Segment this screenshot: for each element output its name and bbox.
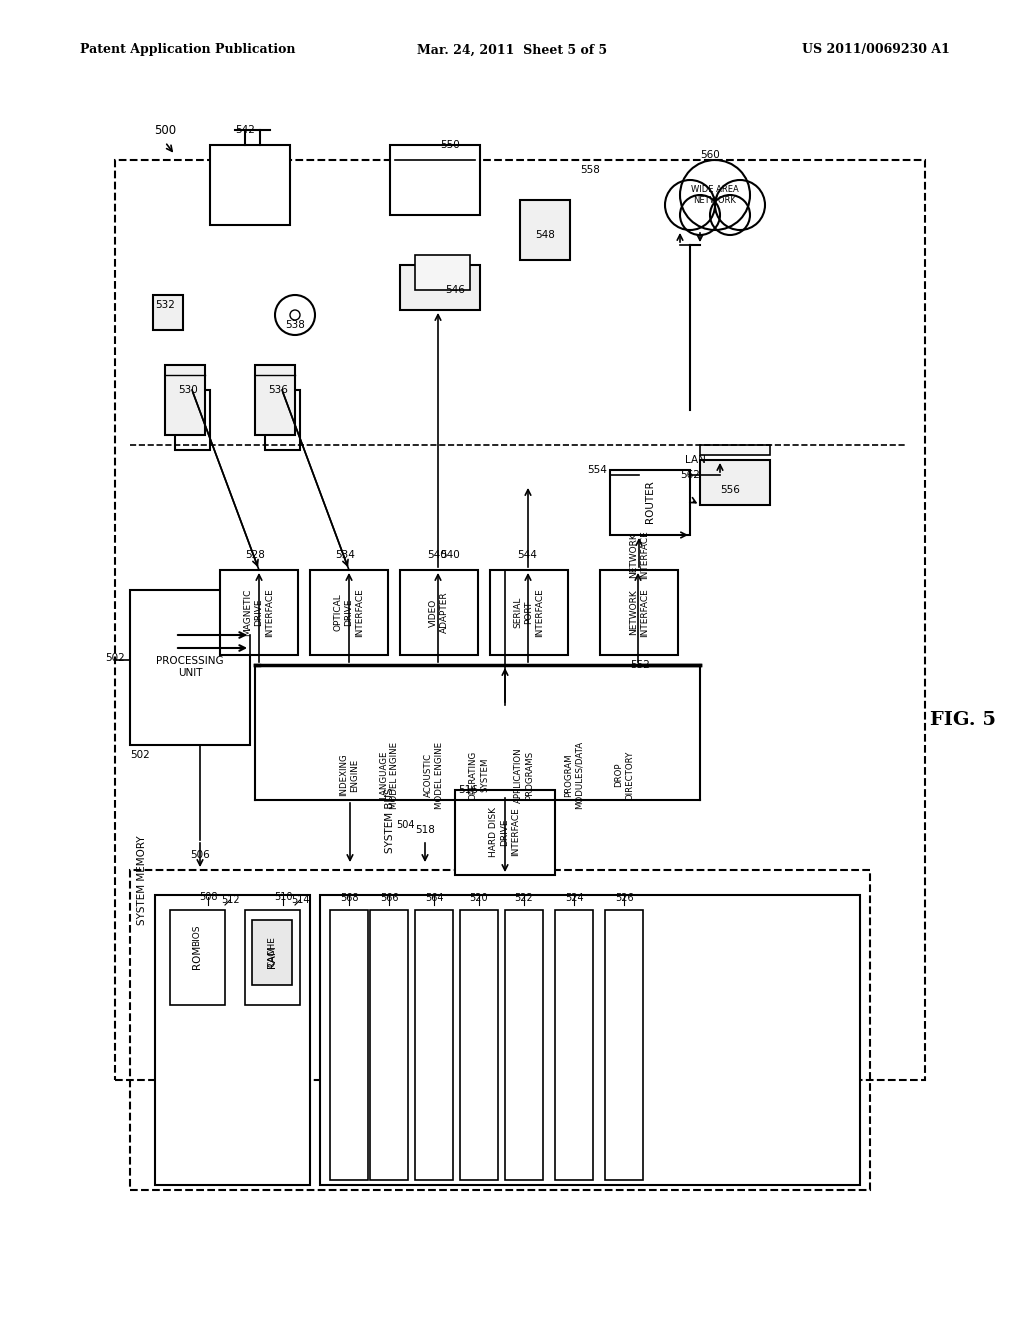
Text: VIDEO
ADAPTER: VIDEO ADAPTER (429, 591, 450, 634)
Text: ACOUSTIC
MODEL ENGINE: ACOUSTIC MODEL ENGINE (424, 742, 444, 809)
Text: DROP
DIRECTORY: DROP DIRECTORY (614, 750, 634, 800)
FancyBboxPatch shape (155, 895, 310, 1185)
Text: MAGNETIC
DRIVE
INTERFACE: MAGNETIC DRIVE INTERFACE (244, 589, 274, 636)
Text: 530: 530 (178, 385, 198, 395)
FancyBboxPatch shape (370, 909, 408, 1180)
FancyBboxPatch shape (330, 909, 368, 1180)
FancyBboxPatch shape (252, 920, 292, 985)
Text: ROM: ROM (193, 945, 202, 969)
Text: 538: 538 (285, 319, 305, 330)
Text: OPERATING
SYSTEM: OPERATING SYSTEM (469, 750, 489, 800)
Text: 552: 552 (630, 660, 650, 671)
Text: 544: 544 (517, 550, 537, 560)
FancyBboxPatch shape (210, 145, 290, 224)
Text: SYSTEM BUS: SYSTEM BUS (385, 787, 395, 853)
Text: 522: 522 (515, 894, 534, 903)
FancyBboxPatch shape (700, 459, 770, 506)
Text: 540: 540 (440, 550, 460, 560)
Text: Patent Application Publication: Patent Application Publication (80, 44, 296, 57)
Text: US 2011/0069230 A1: US 2011/0069230 A1 (802, 44, 950, 57)
Text: 556: 556 (720, 484, 740, 495)
FancyBboxPatch shape (600, 570, 678, 655)
FancyBboxPatch shape (400, 570, 478, 655)
Text: INDEXING
ENGINE: INDEXING ENGINE (339, 754, 359, 796)
Text: 562: 562 (680, 470, 700, 480)
Text: 504: 504 (395, 820, 415, 830)
FancyBboxPatch shape (170, 909, 225, 1005)
Text: 558: 558 (580, 165, 600, 176)
FancyBboxPatch shape (310, 570, 388, 655)
Text: 542: 542 (236, 125, 255, 135)
Text: 512: 512 (221, 895, 240, 906)
Text: BIOS: BIOS (193, 924, 202, 945)
Text: 566: 566 (380, 894, 398, 903)
Text: 514: 514 (291, 895, 309, 906)
Text: Mar. 24, 2011  Sheet 5 of 5: Mar. 24, 2011 Sheet 5 of 5 (417, 44, 607, 57)
Text: 548: 548 (536, 230, 555, 240)
FancyBboxPatch shape (700, 445, 770, 455)
Text: 528: 528 (245, 550, 265, 560)
Text: LANGUAGE
MODEL ENGINE: LANGUAGE MODEL ENGINE (379, 742, 399, 809)
Text: 502: 502 (105, 653, 125, 663)
FancyBboxPatch shape (130, 590, 250, 744)
Text: 516: 516 (458, 785, 478, 795)
FancyBboxPatch shape (265, 389, 300, 450)
Text: SERIAL
PORT
INTERFACE: SERIAL PORT INTERFACE (513, 589, 545, 636)
Text: SYSTEM MEMORY: SYSTEM MEMORY (137, 836, 147, 925)
Text: 526: 526 (614, 894, 633, 903)
Text: FIG. 5: FIG. 5 (930, 711, 996, 729)
Text: 508: 508 (199, 892, 217, 902)
Text: 510: 510 (273, 892, 292, 902)
FancyBboxPatch shape (415, 255, 470, 290)
FancyBboxPatch shape (245, 909, 300, 1005)
Text: 564: 564 (425, 894, 443, 903)
FancyBboxPatch shape (390, 145, 480, 215)
Text: CACHE: CACHE (267, 937, 276, 968)
Text: 532: 532 (155, 300, 175, 310)
FancyBboxPatch shape (255, 366, 295, 436)
Text: APPLICATION
PROGRAMS: APPLICATION PROGRAMS (514, 747, 535, 803)
Text: LAN: LAN (685, 455, 706, 465)
Text: PROCESSING
UNIT: PROCESSING UNIT (157, 656, 224, 678)
FancyBboxPatch shape (220, 570, 298, 655)
Text: 550: 550 (440, 140, 460, 150)
FancyBboxPatch shape (165, 366, 205, 436)
Text: NETWORK
INTERFACE: NETWORK INTERFACE (629, 589, 649, 636)
Text: OPTICAL
DRIVE
INTERFACE: OPTICAL DRIVE INTERFACE (334, 589, 365, 636)
Text: 560: 560 (700, 150, 720, 160)
FancyBboxPatch shape (605, 909, 643, 1180)
Text: 502: 502 (130, 750, 150, 760)
Text: WIDE AREA
NETWORK: WIDE AREA NETWORK (691, 185, 739, 205)
Text: NETWORK
INTERFACE: NETWORK INTERFACE (629, 531, 649, 579)
Text: ROUTER: ROUTER (645, 480, 655, 523)
FancyBboxPatch shape (610, 470, 690, 535)
Text: HARD DISK
DRIVE
INTERFACE: HARD DISK DRIVE INTERFACE (489, 807, 520, 857)
Text: 518: 518 (415, 825, 435, 836)
FancyBboxPatch shape (505, 909, 543, 1180)
Text: 506: 506 (190, 850, 210, 861)
FancyBboxPatch shape (319, 895, 860, 1185)
Text: 568: 568 (340, 894, 358, 903)
Text: 524: 524 (564, 894, 584, 903)
Text: 540: 540 (427, 550, 446, 560)
FancyBboxPatch shape (400, 265, 480, 310)
FancyBboxPatch shape (153, 294, 183, 330)
Text: 534: 534 (335, 550, 355, 560)
Text: 536: 536 (268, 385, 288, 395)
Text: 554: 554 (587, 465, 607, 475)
FancyBboxPatch shape (175, 389, 210, 450)
Text: RAM: RAM (267, 945, 278, 969)
Text: 520: 520 (470, 894, 488, 903)
FancyBboxPatch shape (520, 201, 570, 260)
Text: PROGRAM
MODULES/DATA: PROGRAM MODULES/DATA (564, 741, 584, 809)
FancyBboxPatch shape (490, 570, 568, 655)
FancyBboxPatch shape (415, 909, 453, 1180)
Text: 500: 500 (154, 124, 176, 136)
FancyBboxPatch shape (460, 909, 498, 1180)
FancyBboxPatch shape (555, 909, 593, 1180)
Text: 546: 546 (445, 285, 465, 294)
FancyBboxPatch shape (455, 789, 555, 875)
